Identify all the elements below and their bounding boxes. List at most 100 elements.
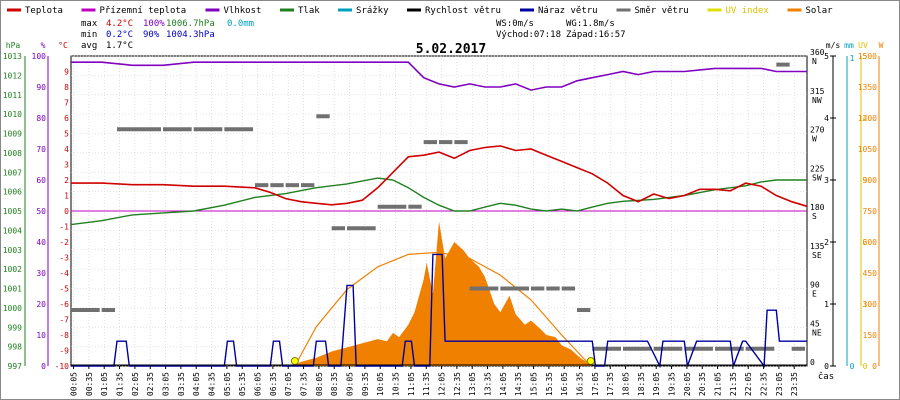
percent-axis-unit: % bbox=[41, 41, 46, 50]
hpa-tick-label: 999 bbox=[8, 323, 23, 332]
info-sunrise: Východ:07:18 bbox=[496, 30, 561, 40]
x-tick-label: 18:35 bbox=[637, 372, 646, 396]
pressure-line bbox=[70, 177, 807, 226]
direction-deg-label: 45 bbox=[810, 319, 820, 328]
stat-min-label: min bbox=[81, 30, 97, 40]
mm-tick-label: 1 bbox=[850, 54, 855, 63]
direction-deg-label: 0 bbox=[810, 358, 815, 367]
percent-tick-label: 40 bbox=[36, 238, 46, 247]
celsius-tick-label: -1 bbox=[59, 223, 69, 232]
solar-theoretical-curve bbox=[294, 251, 592, 367]
hpa-tick-label: 1008 bbox=[3, 149, 22, 158]
celsius-tick-label: 1 bbox=[64, 192, 69, 201]
info-ws: WS:0m/s bbox=[496, 19, 534, 29]
x-tick-label: 20:05 bbox=[683, 372, 692, 396]
celsius-tick-label: -4 bbox=[59, 269, 69, 278]
legend-label: Teplota bbox=[25, 6, 63, 16]
x-tick-label: 04:05 bbox=[192, 372, 201, 396]
direction-deg-label: 360 bbox=[810, 48, 825, 57]
temperature-line bbox=[71, 145, 808, 208]
watt-tick-label: 1500 bbox=[858, 52, 877, 61]
x-tick-label: 17:35 bbox=[606, 372, 615, 396]
percent-tick-label: 0 bbox=[41, 362, 46, 371]
stat-min-press: 1004.3hPa bbox=[166, 30, 215, 40]
percent-tick-label: 30 bbox=[36, 269, 46, 278]
celsius-tick-label: -7 bbox=[59, 316, 69, 325]
stat-min-temp: 0.2°C bbox=[106, 30, 133, 40]
grid bbox=[70, 55, 808, 367]
direction-compass-label: N bbox=[812, 57, 817, 66]
chart-title: 5.02.2017 bbox=[416, 42, 486, 57]
x-tick-label: 22:35 bbox=[760, 372, 769, 396]
stat-max-label: max bbox=[81, 19, 98, 29]
ms-tick-label: 0 bbox=[824, 362, 829, 371]
watt-tick-label: 1050 bbox=[858, 145, 877, 154]
x-tick-label: 18:05 bbox=[622, 372, 631, 396]
x-tick-label: 02:05 bbox=[131, 372, 140, 396]
info-block: WS:0m/s WG:1.8m/s Východ:07:18 Západ:16:… bbox=[496, 19, 626, 40]
stat-max-rain: 0.0mm bbox=[227, 19, 254, 29]
ms-tick-label: 2 bbox=[824, 238, 829, 247]
ms-axis-unit: m/s bbox=[826, 41, 841, 50]
x-tick-label: 07:05 bbox=[284, 372, 293, 396]
watt-axis-unit: W bbox=[879, 41, 884, 50]
x-tick-label: 14:35 bbox=[514, 372, 523, 396]
x-tick-label: 15:35 bbox=[545, 372, 554, 396]
mm-tick-label: 0 bbox=[850, 362, 855, 371]
celsius-tick-label: -2 bbox=[59, 238, 69, 247]
celsius-tick-label: -6 bbox=[59, 300, 69, 309]
legend: Teplota Přízemní teplota Vlhkost Tlak Srážky… bbox=[7, 6, 833, 16]
x-tick-label: 01:05 bbox=[100, 372, 109, 396]
percent-tick-label: 100 bbox=[32, 52, 47, 61]
celsius-tick-label: 0 bbox=[64, 207, 69, 216]
direction-compass-label: SW bbox=[812, 173, 822, 182]
hpa-tick-label: 1002 bbox=[3, 265, 22, 274]
percent-tick-label: 60 bbox=[36, 176, 46, 185]
x-tick-label: 10:35 bbox=[392, 372, 401, 396]
stat-min-hum: 90% bbox=[143, 30, 160, 40]
x-tick-label: 16:05 bbox=[560, 372, 569, 396]
percent-tick-label: 90 bbox=[36, 83, 46, 92]
stat-max-temp: 4.2°C bbox=[106, 19, 133, 29]
x-tick-label: 04:35 bbox=[208, 372, 217, 396]
hpa-tick-label: 1011 bbox=[3, 91, 22, 100]
hpa-tick-label: 998 bbox=[8, 343, 23, 352]
x-tick-label: 17:05 bbox=[591, 372, 600, 396]
sunset-marker bbox=[586, 357, 595, 365]
x-tick-label: 11:05 bbox=[407, 372, 416, 396]
ms-tick-label: 1 bbox=[824, 300, 829, 309]
hpa-tick-label: 1001 bbox=[3, 285, 22, 294]
celsius-tick-label: 9 bbox=[64, 68, 69, 77]
x-tick-label: 03:05 bbox=[162, 372, 171, 396]
direction-deg-label: 270 bbox=[810, 126, 825, 135]
hpa-tick-label: 1009 bbox=[3, 130, 22, 139]
hpa-tick-label: 1012 bbox=[3, 71, 22, 80]
x-axis-label: čas bbox=[818, 371, 834, 382]
stat-max-hum: 100% bbox=[143, 19, 165, 29]
hpa-tick-label: 997 bbox=[8, 362, 23, 371]
solar-area bbox=[71, 221, 807, 366]
x-tick-label: 15:05 bbox=[530, 372, 539, 396]
x-tick-label: 13:35 bbox=[484, 372, 493, 396]
legend-label: Směr větru bbox=[635, 6, 689, 16]
watt-tick-label: 900 bbox=[863, 176, 878, 185]
humidity-line bbox=[71, 61, 807, 91]
direction-deg-label: 135 bbox=[810, 242, 825, 251]
hpa-tick-label: 1005 bbox=[3, 207, 22, 216]
hpa-tick-label: 1013 bbox=[3, 52, 22, 61]
percent-tick-label: 10 bbox=[36, 331, 46, 340]
x-tick-label: 07:35 bbox=[300, 372, 309, 396]
watt-tick-label: 1200 bbox=[858, 114, 877, 123]
watt-tick-label: 450 bbox=[863, 269, 878, 278]
x-tick-label: 06:35 bbox=[269, 372, 278, 396]
stat-avg-temp: 1.7°C bbox=[106, 41, 133, 51]
x-tick-label: 06:05 bbox=[254, 372, 263, 396]
celsius-tick-label: 7 bbox=[64, 99, 69, 108]
legend-label: Srážky bbox=[356, 6, 389, 16]
x-tick-label: 09:05 bbox=[346, 372, 355, 396]
watt-tick-label: 750 bbox=[863, 207, 878, 216]
percent-tick-label: 70 bbox=[36, 145, 46, 154]
uv-tick-label: 0 bbox=[863, 362, 868, 371]
legend-label: Rychlost větru bbox=[425, 6, 501, 16]
